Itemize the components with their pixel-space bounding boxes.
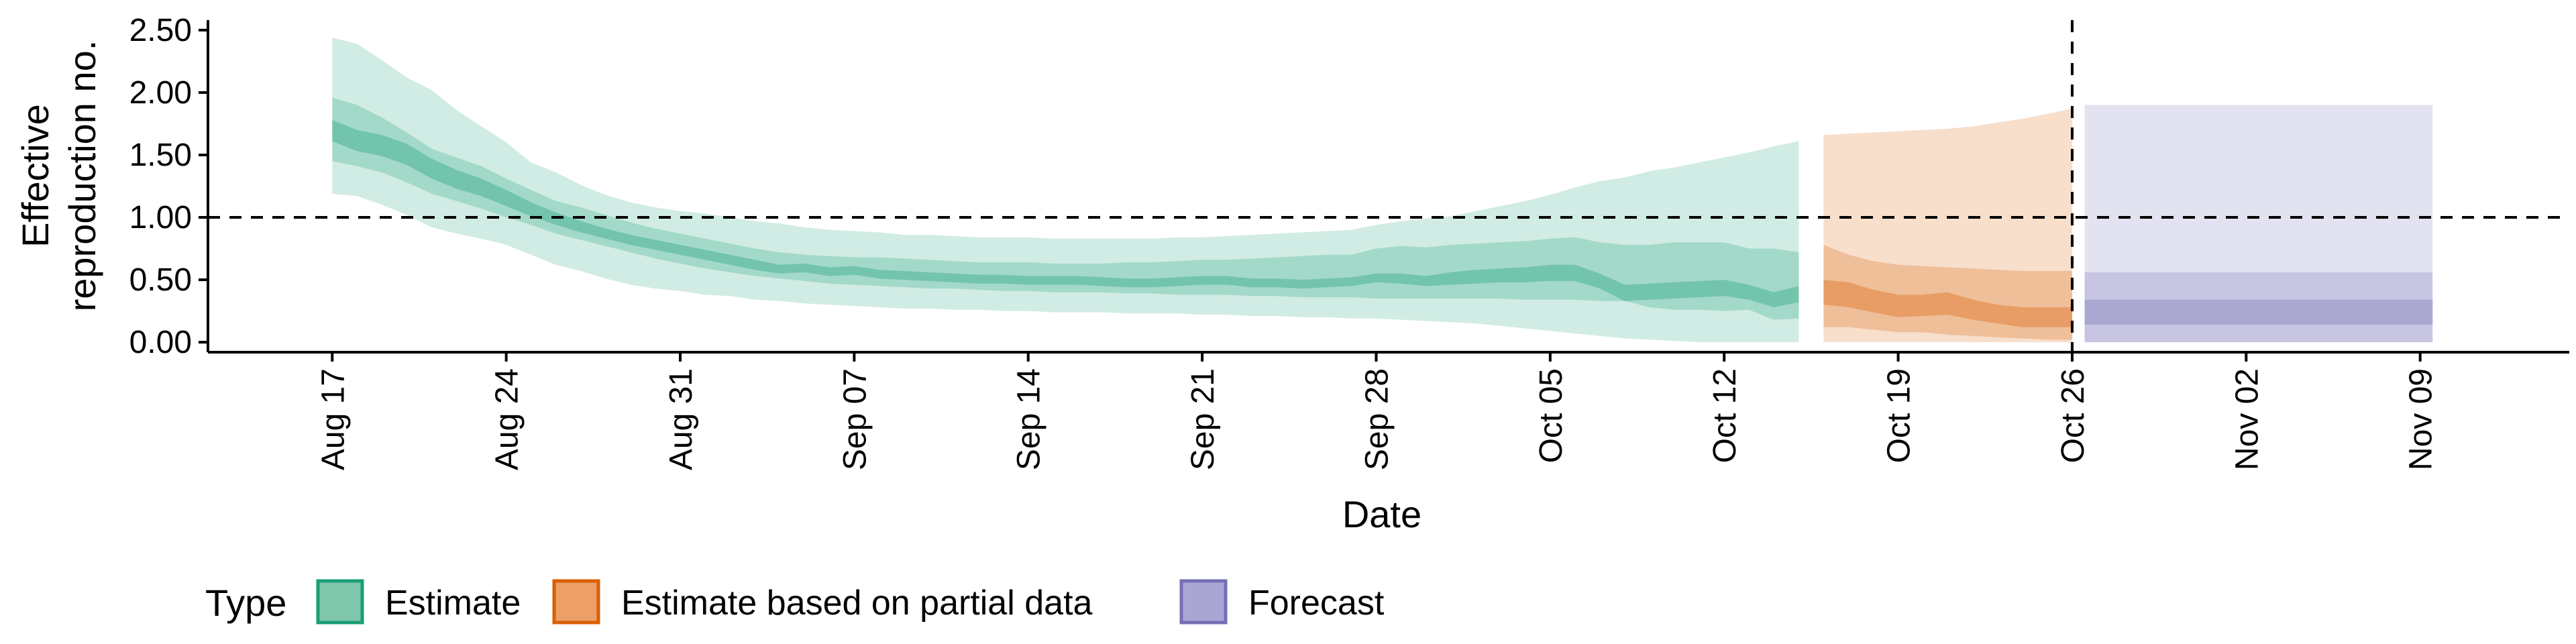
band-90-series-0 xyxy=(332,38,1799,343)
x-tick-label-4: Sep 14 xyxy=(1012,368,1047,470)
x-tick-label-0: Aug 17 xyxy=(315,368,351,470)
ribbon-bands xyxy=(332,38,2433,343)
band-20-series-2 xyxy=(2084,299,2433,325)
x-tick-label-10: Oct 26 xyxy=(2055,368,2091,463)
x-tick-label-12: Nov 09 xyxy=(2404,368,2439,470)
legend-swatch-0 xyxy=(316,579,364,625)
y-axis-title-line-2: reproduction no. xyxy=(61,40,103,312)
legend-title: Type xyxy=(205,582,286,624)
reference-lines xyxy=(208,20,2569,352)
band-50-series-1 xyxy=(1823,245,2072,340)
y-tick-label-0: 0.00 xyxy=(129,325,192,360)
x-axis-title: Date xyxy=(1342,493,1421,535)
y-tick-label-5: 2.50 xyxy=(129,13,192,48)
legend-label-0: Estimate xyxy=(385,584,521,623)
legend-swatch-1 xyxy=(552,579,600,625)
y-tick-label-1: 0.50 xyxy=(129,262,192,298)
x-tick-label-9: Oct 19 xyxy=(1882,368,1917,463)
y-tick-label-2: 1.00 xyxy=(129,200,192,235)
x-tick-label-3: Sep 07 xyxy=(837,368,873,470)
band-90-series-2 xyxy=(2084,105,2433,343)
legend: Type Estimate Estimate based on partial d… xyxy=(205,579,1385,625)
x-tick-label-7: Oct 05 xyxy=(1534,368,1569,463)
band-90-series-1 xyxy=(1823,109,2072,343)
axes: 0.00 0.50 1.00 1.50 2.00 2.50 Aug 17 Aug 24 Aug … xyxy=(129,13,2569,470)
band-20-series-1 xyxy=(1823,280,2072,327)
y-axis-title-line-1: Effective xyxy=(14,104,56,248)
x-tick-label-2: Aug 31 xyxy=(663,368,699,470)
legend-label-2: Forecast xyxy=(1248,584,1385,623)
y-tick-label-3: 1.50 xyxy=(129,138,192,173)
x-tick-label-8: Oct 12 xyxy=(1707,368,1743,463)
band-50-series-0 xyxy=(332,97,1799,320)
band-50-series-2 xyxy=(2084,272,2433,343)
y-axis-title: Effective reproduction no. xyxy=(14,40,103,312)
x-tick-label-1: Aug 24 xyxy=(490,368,525,470)
legend-swatch-2 xyxy=(1179,579,1228,625)
x-tick-label-5: Sep 21 xyxy=(1185,368,1221,470)
y-tick-label-4: 2.00 xyxy=(129,75,192,111)
x-tick-label-6: Sep 28 xyxy=(1360,368,1395,470)
band-20-series-0 xyxy=(332,119,1799,307)
legend-label-1: Estimate based on partial data xyxy=(621,584,1093,623)
x-tick-label-11: Nov 02 xyxy=(2229,368,2265,470)
